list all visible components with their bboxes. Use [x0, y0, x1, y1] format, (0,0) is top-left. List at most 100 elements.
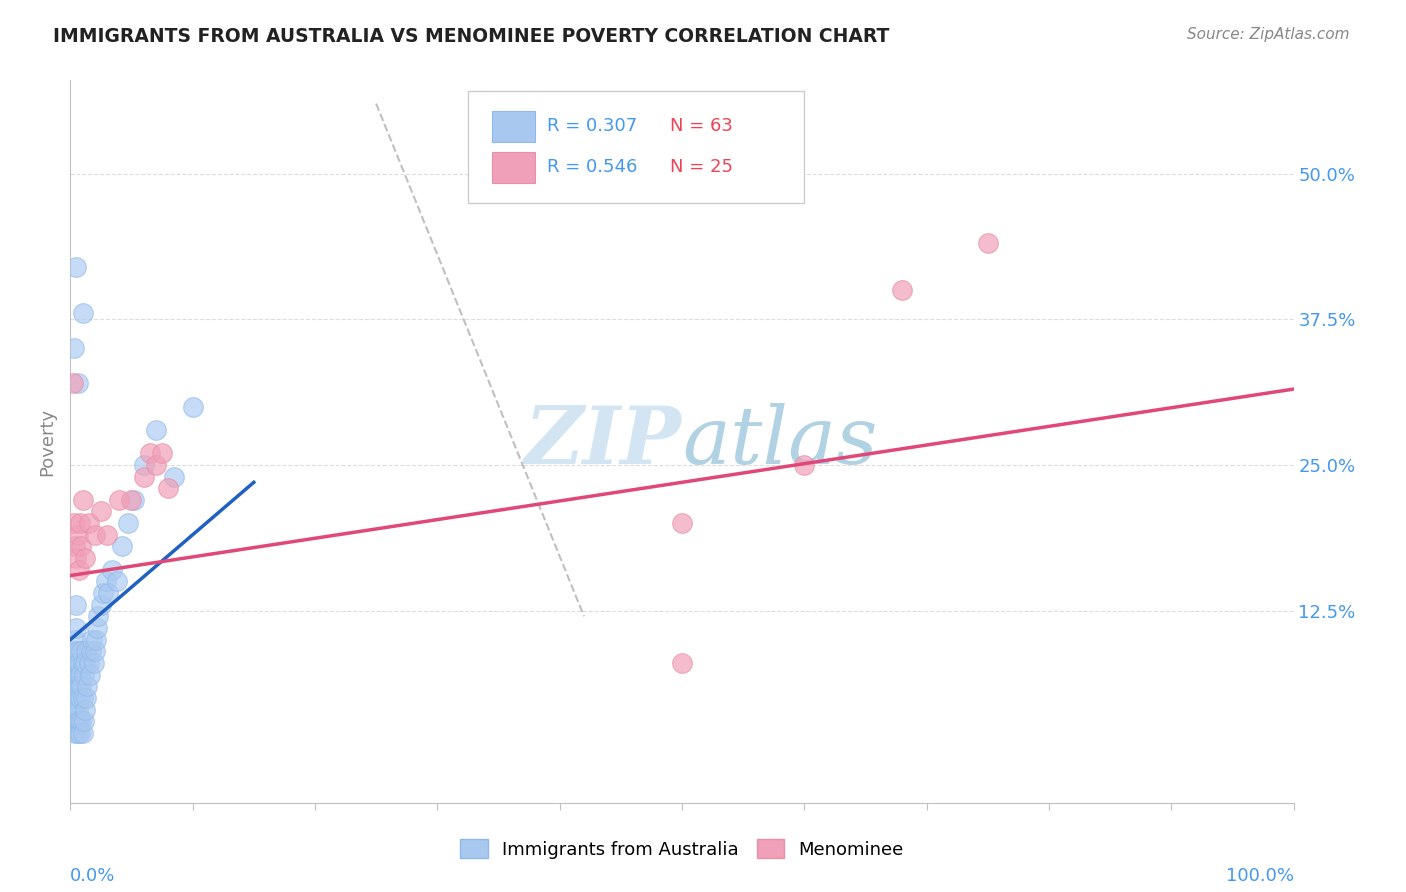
Point	[132, 469, 155, 483]
Point	[122, 492, 145, 507]
Text: 0.0%: 0.0%	[70, 867, 115, 885]
Point	[63, 690, 86, 705]
Point	[63, 726, 86, 740]
Point	[72, 306, 94, 320]
Point	[77, 656, 100, 670]
Point	[891, 283, 914, 297]
Point	[73, 656, 96, 670]
Point	[83, 656, 105, 670]
Point	[65, 598, 87, 612]
Point	[79, 667, 101, 681]
Point	[73, 551, 96, 566]
Point	[96, 528, 118, 542]
Point	[105, 574, 128, 589]
Point	[132, 458, 155, 472]
Point	[63, 632, 86, 647]
Text: 100.0%: 100.0%	[1226, 867, 1294, 885]
Point	[72, 656, 94, 670]
Point	[63, 667, 86, 681]
Point	[157, 481, 180, 495]
Point	[97, 586, 120, 600]
Point	[66, 376, 89, 391]
Point	[65, 714, 87, 729]
Point	[139, 446, 162, 460]
Point	[70, 540, 93, 554]
Point	[75, 690, 97, 705]
Point	[63, 516, 86, 530]
Point	[67, 714, 90, 729]
Point	[82, 632, 104, 647]
Point	[70, 644, 93, 658]
FancyBboxPatch shape	[468, 91, 804, 203]
Point	[73, 702, 96, 716]
Legend: Immigrants from Australia, Menominee: Immigrants from Australia, Menominee	[453, 832, 911, 866]
Point	[66, 726, 89, 740]
Point	[67, 563, 90, 577]
Point	[793, 458, 815, 472]
Point	[84, 632, 107, 647]
Point	[121, 492, 143, 507]
Point	[65, 656, 87, 670]
Point	[63, 644, 86, 658]
Point	[62, 679, 84, 693]
Point	[163, 469, 186, 483]
Text: ZIP: ZIP	[524, 403, 682, 480]
Text: R = 0.546: R = 0.546	[547, 158, 638, 176]
Text: IMMIGRANTS FROM AUSTRALIA VS MENOMINEE POVERTY CORRELATION CHART: IMMIGRANTS FROM AUSTRALIA VS MENOMINEE P…	[53, 27, 890, 45]
Point	[101, 563, 124, 577]
Point	[145, 423, 167, 437]
Point	[69, 690, 91, 705]
Point	[83, 644, 105, 658]
Point	[65, 690, 87, 705]
Point	[63, 540, 86, 554]
Point	[75, 644, 97, 658]
Point	[671, 656, 693, 670]
Point	[83, 528, 105, 542]
Point	[60, 690, 83, 705]
Text: R = 0.307: R = 0.307	[547, 117, 637, 135]
Y-axis label: Poverty: Poverty	[38, 408, 56, 475]
Point	[70, 679, 93, 693]
Point	[66, 702, 89, 716]
Point	[67, 656, 90, 670]
Point	[69, 726, 91, 740]
Point	[65, 621, 87, 635]
Point	[76, 679, 98, 693]
Point	[150, 446, 173, 460]
Point	[69, 667, 91, 681]
Point	[65, 260, 87, 274]
Text: N = 63: N = 63	[669, 117, 733, 135]
Point	[60, 667, 83, 681]
Point	[181, 400, 204, 414]
Text: atlas: atlas	[682, 403, 877, 480]
Point	[86, 621, 108, 635]
Text: Source: ZipAtlas.com: Source: ZipAtlas.com	[1187, 27, 1350, 42]
Point	[73, 714, 96, 729]
Point	[66, 667, 89, 681]
Point	[67, 679, 90, 693]
FancyBboxPatch shape	[492, 152, 536, 183]
Point	[62, 376, 84, 391]
Point	[63, 702, 86, 716]
Point	[94, 574, 117, 589]
Point	[72, 690, 94, 705]
Point	[91, 586, 114, 600]
Point	[69, 516, 91, 530]
Point	[87, 609, 110, 624]
Point	[111, 540, 134, 554]
Point	[108, 492, 131, 507]
Point	[72, 726, 94, 740]
Point	[90, 504, 112, 518]
Point	[63, 714, 86, 729]
Point	[90, 598, 112, 612]
Point	[66, 528, 89, 542]
Point	[65, 551, 87, 566]
Point	[145, 458, 167, 472]
Point	[77, 516, 100, 530]
Point	[117, 516, 139, 530]
Point	[976, 236, 998, 251]
Point	[63, 679, 86, 693]
Point	[66, 644, 89, 658]
Point	[63, 341, 86, 355]
FancyBboxPatch shape	[492, 111, 536, 142]
